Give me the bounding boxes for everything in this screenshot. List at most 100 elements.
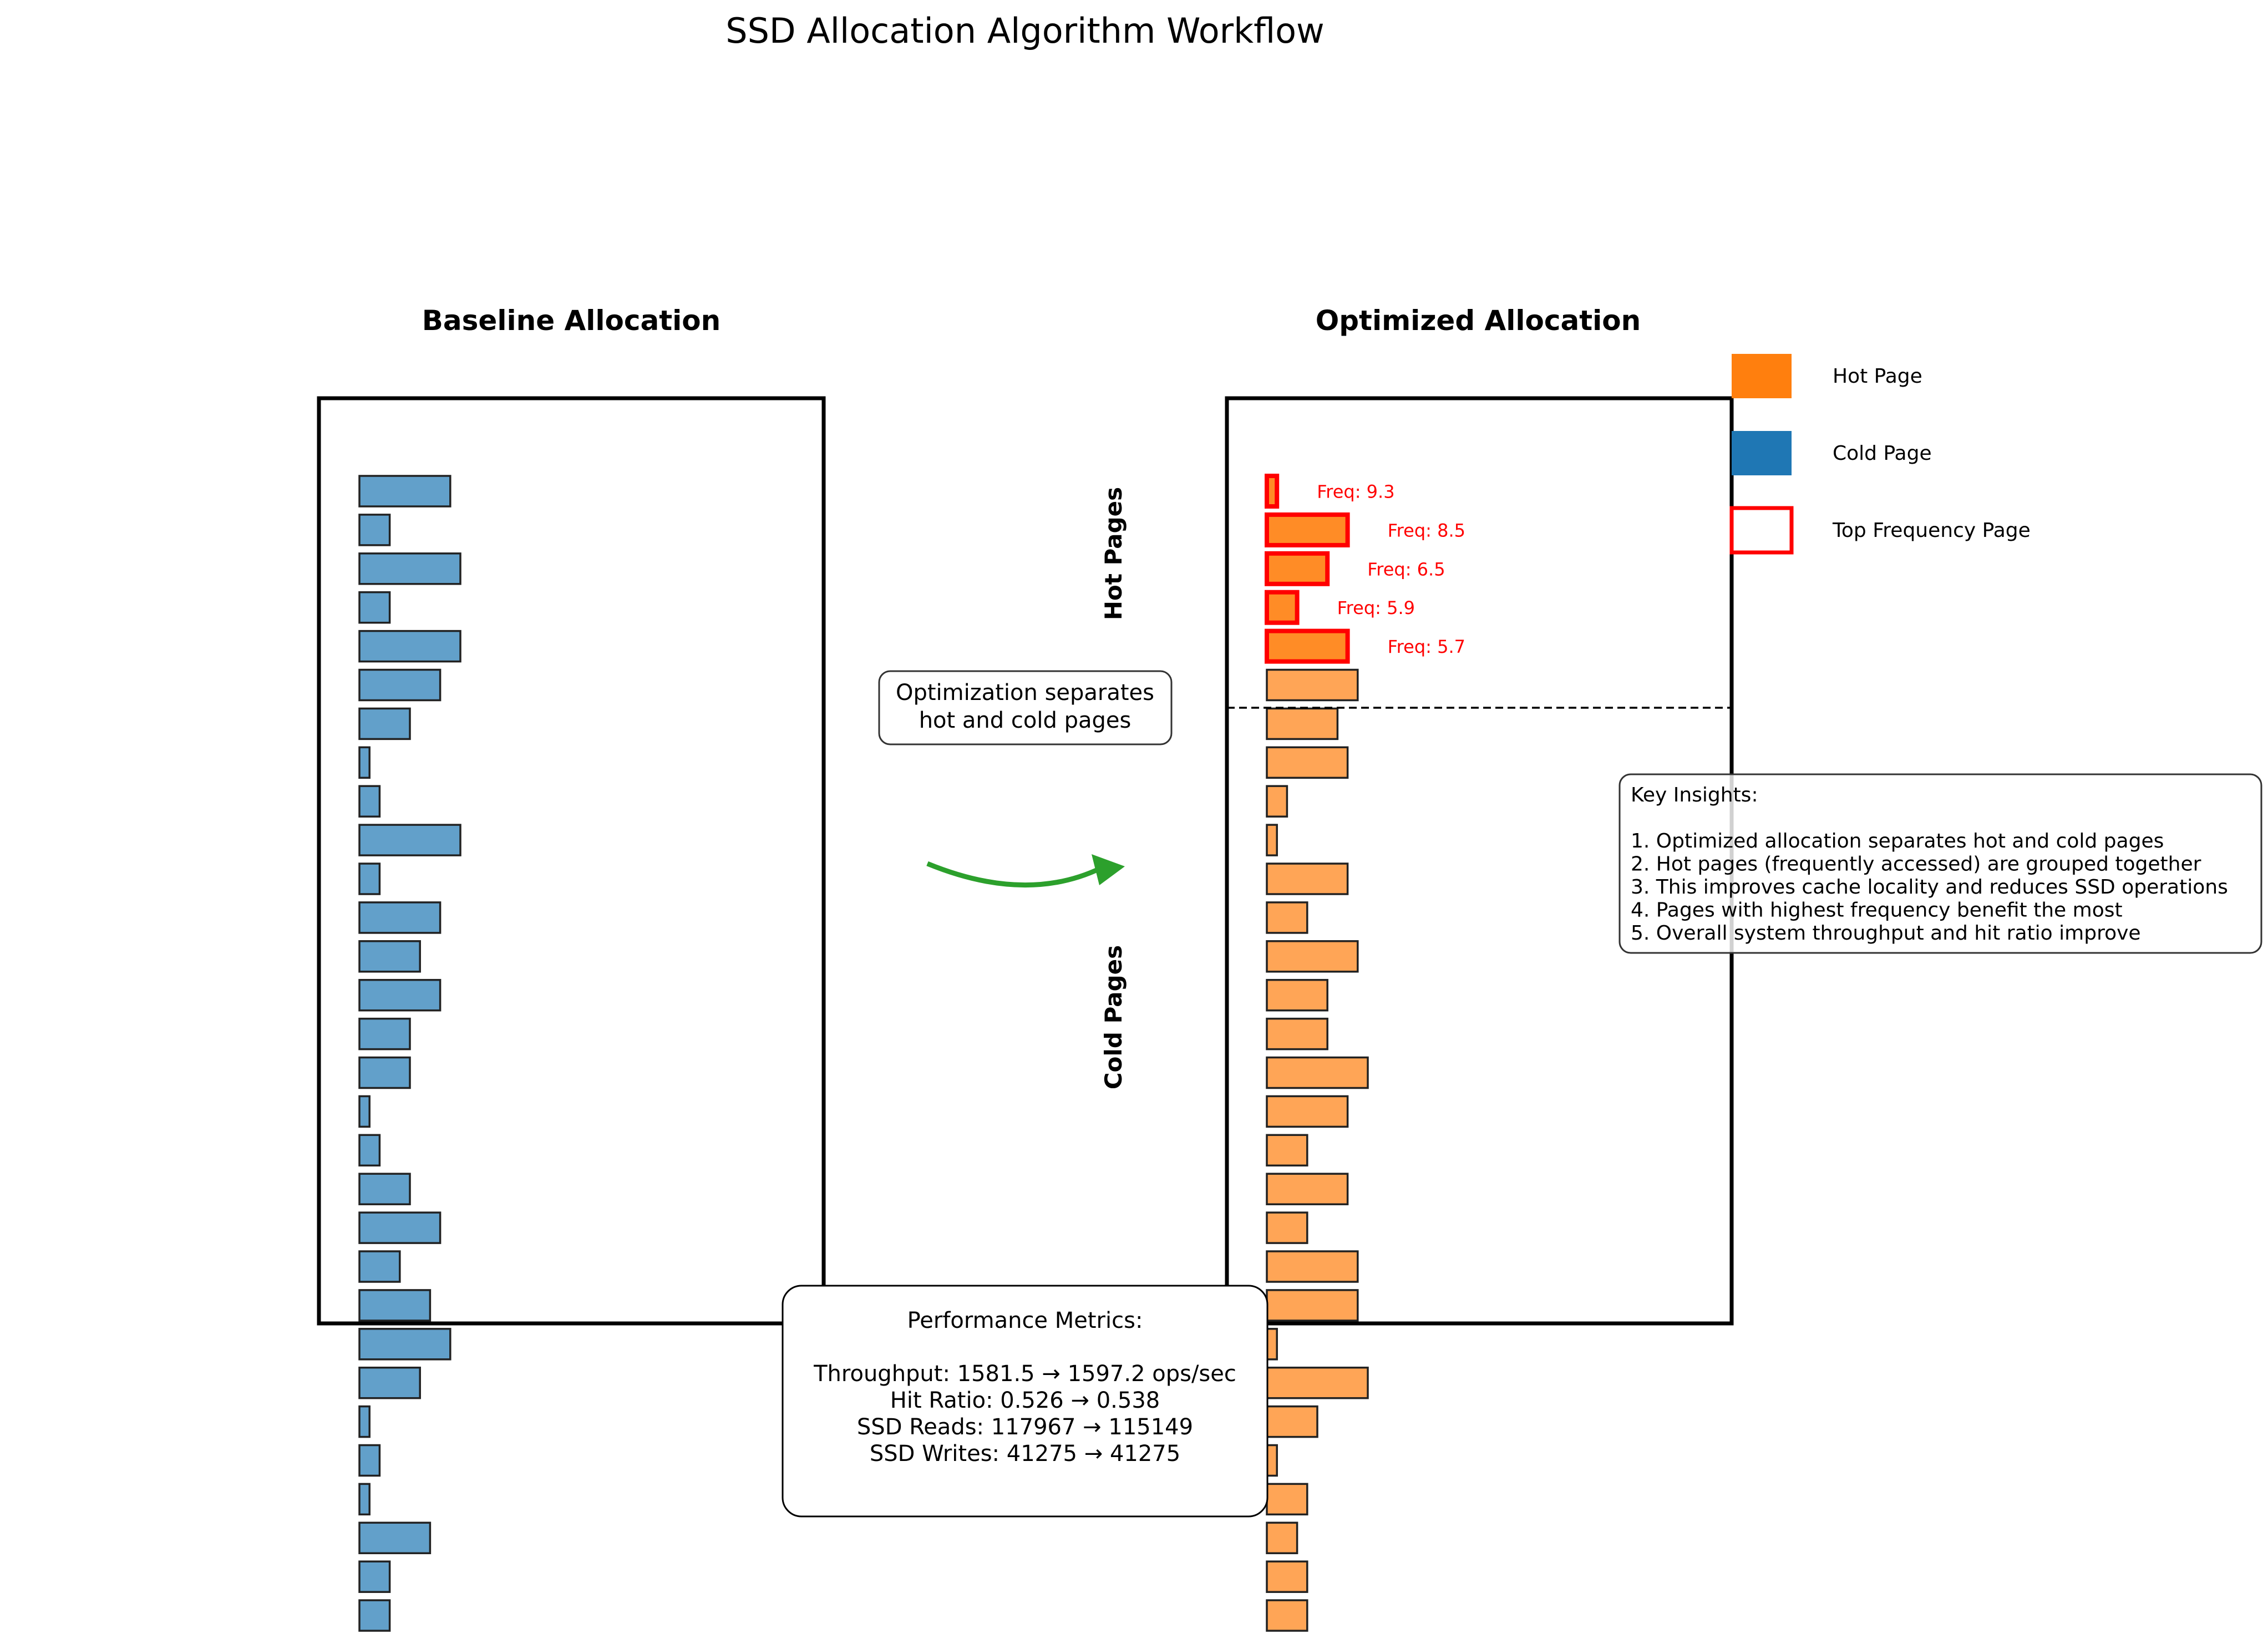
top-frequency-page-bar: [1265, 551, 1330, 586]
arrow-note-box: [878, 670, 1173, 745]
baseline-page-bar: [358, 591, 391, 624]
baseline-page-bar: [358, 1444, 381, 1477]
hot-pages-label: Hot Pages: [1100, 487, 1127, 620]
baseline-page-bar: [358, 1017, 411, 1051]
baseline-page-bar: [358, 1134, 381, 1167]
baseline-page-bar: [358, 940, 421, 973]
performance-metrics: Performance Metrics: Throughput: 1581.5 →…: [782, 1285, 1269, 1518]
baseline-page-bar: [358, 978, 442, 1012]
optimized-page-bar: [1266, 862, 1349, 895]
legend-label-top: Top Frequency Page: [1832, 519, 2031, 542]
optimized-page-bar: [1266, 1289, 1359, 1322]
optimized-page-bar: [1266, 785, 1288, 818]
baseline-page-bar: [358, 862, 381, 895]
optimized-page-bar: [1266, 1095, 1349, 1128]
optimized-page-bar: [1266, 1560, 1308, 1593]
baseline-page-bar: [358, 514, 391, 546]
key-insights-line: 3. This improves cache locality and redu…: [1631, 876, 2228, 899]
optimized-page-bar: [1266, 1211, 1308, 1244]
optimized-page-bar: [1266, 901, 1308, 934]
optimized-page-bar: [1266, 1444, 1278, 1477]
baseline-page-bars: [358, 475, 461, 1632]
top-frequency-page-bar: [1265, 512, 1350, 547]
optimized-page-bar: [1266, 940, 1359, 973]
key-insights-line: 5. Overall system throughput and hit rat…: [1631, 922, 2141, 945]
baseline-page-bar: [358, 1599, 391, 1632]
performance-metrics-line: SSD Reads: 117967 → 115149: [857, 1414, 1193, 1440]
baseline-page-bar: [358, 1056, 411, 1089]
optimized-page-bar: [1266, 668, 1359, 702]
baseline-page-bar: [358, 1521, 432, 1555]
optimized-page-bar: [1266, 746, 1349, 779]
legend: Hot Page Cold Page Top Frequency Page: [1729, 354, 2031, 555]
baseline-page-bar: [358, 1095, 371, 1128]
frequency-label: Freq: 8.5: [1388, 520, 1465, 541]
cold-pages-label: Cold Pages: [1100, 945, 1127, 1089]
baseline-page-bar: [358, 1211, 442, 1244]
baseline-page-bar: [358, 1289, 432, 1322]
optimized-page-bar: [1266, 1134, 1308, 1167]
arrow-note: Optimization separates hot and cold page…: [878, 670, 1173, 745]
frequency-label: Freq: 5.9: [1337, 597, 1415, 618]
optimized-heading: Optimized Allocation: [1316, 305, 1641, 337]
baseline-page-bar: [358, 1366, 421, 1399]
key-insights-line: Key Insights:: [1631, 784, 1758, 806]
baseline-page-bar: [358, 1483, 371, 1516]
optimized-page-bar: [1266, 1250, 1359, 1283]
arrow-note-line-2: hot and cold pages: [919, 708, 1132, 733]
baseline-page-bar: [358, 475, 451, 508]
performance-metrics-text: Performance Metrics: Throughput: 1581.5 →…: [813, 1308, 1236, 1467]
optimized-page-bar: [1266, 1328, 1278, 1361]
legend-label-hot: Hot Page: [1833, 365, 1922, 388]
performance-metrics-line: SSD Writes: 41275 → 41275: [870, 1441, 1180, 1467]
legend-swatch-hot: [1732, 354, 1792, 398]
optimized-page-bar: [1266, 824, 1278, 856]
baseline-page-bar: [358, 1173, 411, 1205]
optimized-page-bar: [1266, 1483, 1308, 1516]
baseline-page-bar: [358, 552, 461, 585]
optimized-page-bar: [1266, 707, 1339, 740]
optimization-arrow-head: [1092, 854, 1125, 885]
legend-swatch-cold: [1732, 431, 1792, 475]
baseline-page-bar: [358, 785, 381, 818]
optimization-arrow-shaft: [926, 861, 1102, 888]
baseline-page-bar: [358, 630, 461, 663]
top-frequency-page-bar: [1265, 590, 1300, 625]
baseline-page-bar: [358, 668, 442, 702]
key-insights-box: [1618, 773, 2262, 954]
frequency-label: Freq: 6.5: [1367, 559, 1445, 580]
baseline-frame: [317, 396, 826, 1326]
legend-label-cold: Cold Page: [1833, 442, 1932, 465]
baseline-page-bar: [358, 746, 371, 779]
optimized-page-bar: [1266, 1173, 1349, 1205]
performance-metrics-line: Performance Metrics:: [907, 1308, 1143, 1333]
key-insights-line: 1. Optimized allocation separates hot an…: [1631, 830, 2164, 853]
performance-metrics-box: [782, 1285, 1269, 1518]
optimized-page-bar: [1266, 1366, 1369, 1399]
performance-metrics-line: Hit Ratio: 0.526 → 0.538: [890, 1388, 1160, 1413]
top-frequency-page-bar: [1265, 474, 1280, 509]
optimized-page-bar: [1266, 1521, 1298, 1555]
optimization-arrow: [926, 854, 1125, 888]
baseline-page-bar: [358, 1405, 371, 1438]
performance-metrics-line: Throughput: 1581.5 → 1597.2 ops/sec: [813, 1361, 1236, 1387]
baseline-page-bar: [358, 707, 411, 740]
frequency-label: Freq: 9.3: [1317, 481, 1394, 503]
baseline-page-bar: [358, 824, 461, 856]
optimized-page-bar: [1266, 1405, 1318, 1438]
key-insights-text: Key Insights: 1. Optimized allocation sep…: [1631, 784, 2228, 945]
baseline-page-bar: [358, 1560, 391, 1593]
optimized-page-bar: [1266, 1056, 1369, 1089]
baseline-page-bar: [358, 901, 442, 934]
arrow-note-line-1: Optimization separates: [896, 680, 1154, 706]
optimized-page-bar: [1266, 1017, 1328, 1051]
baseline-page-bar: [358, 1328, 451, 1361]
key-insights: Key Insights: 1. Optimized allocation sep…: [1618, 773, 2262, 954]
legend-swatch-top: [1729, 506, 1794, 555]
frequency-label: Freq: 5.7: [1388, 636, 1465, 657]
baseline-heading: Baseline Allocation: [422, 305, 721, 337]
key-insights-line: 4. Pages with highest frequency benefit …: [1631, 899, 2123, 922]
optimized-page-bar: [1266, 978, 1328, 1012]
optimized-page-bars: Freq: 9.3 Freq: 8.5 Freq: 6.5 Freq: 5.9 Freq…: [1265, 474, 1465, 1632]
